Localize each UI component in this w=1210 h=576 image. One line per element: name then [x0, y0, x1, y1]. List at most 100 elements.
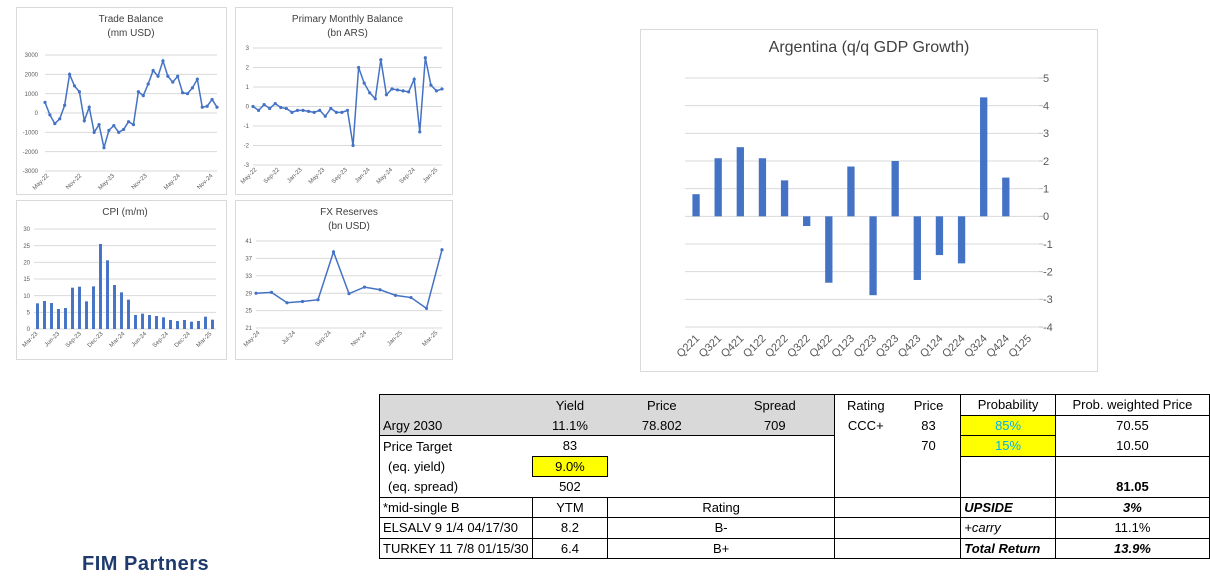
- cell-empty: [607, 435, 716, 456]
- cell-ytm-header: YTM: [531, 496, 608, 518]
- data-point: [185, 92, 190, 96]
- x-tick-label: Nov-22: [65, 173, 83, 191]
- x-tick-label: Q422: [807, 333, 835, 361]
- x-tick-label: Jan-23: [286, 167, 304, 185]
- data-point: [82, 119, 86, 123]
- data-point: [384, 93, 389, 97]
- cell-total-weighted-price: 81.05: [1054, 476, 1210, 497]
- data-point: [407, 90, 411, 94]
- x-tick-label: Mar-25: [196, 331, 214, 349]
- x-tick-label: Q124: [918, 333, 946, 361]
- chart-title: (mm USD): [107, 28, 154, 39]
- data-point: [48, 113, 52, 117]
- cell-price-2: 83: [921, 417, 936, 433]
- cell-prob-weighted-price: 70.55: [1054, 415, 1210, 436]
- y-tick-label: 3000: [25, 53, 39, 59]
- data-point: [362, 81, 366, 85]
- bar: [803, 216, 811, 227]
- cell-spread: 709: [715, 415, 835, 436]
- chart-title: FX Reserves: [320, 207, 378, 218]
- data-point: [205, 104, 209, 108]
- y-tick-label: 25: [23, 244, 30, 250]
- data-point: [312, 110, 316, 114]
- cell-empty: [1054, 455, 1210, 477]
- data-point: [112, 123, 116, 128]
- bar: [43, 301, 46, 329]
- x-tick-label: Sep-24: [399, 167, 417, 185]
- y-tick-label: 30: [23, 227, 30, 233]
- cell-name: ELSALV 9 1/4 04/17/30: [379, 517, 533, 539]
- data-point: [290, 110, 294, 114]
- table-row: (eq. yield) 9.0%: [379, 455, 1210, 477]
- data-point: [107, 128, 111, 132]
- bar: [780, 180, 789, 217]
- y-tick-label: -2: [1043, 267, 1053, 279]
- cell-carry-value: 11.1%: [1054, 517, 1210, 539]
- cell-name: (eq. spread): [379, 476, 533, 497]
- cell-empty: [834, 538, 961, 559]
- table-row: (eq. spread) 502 81.05: [379, 476, 1210, 498]
- x-tick-label: Q424: [984, 333, 1012, 361]
- data-point: [434, 89, 439, 93]
- data-point: [269, 290, 274, 294]
- chart-title: (bn USD): [328, 221, 370, 232]
- header-price-2: Price: [896, 394, 961, 415]
- data-point: [268, 106, 272, 111]
- data-point: [176, 74, 180, 78]
- data-point: [395, 88, 400, 92]
- x-tick-label: Q321: [697, 333, 725, 361]
- trade-balance-chart: Trade Balance (mm USD) 3000 2000 1000 0 -1000 -…: [16, 7, 227, 195]
- data-point: [87, 105, 91, 109]
- data-point: [373, 97, 377, 101]
- cell-empty: [960, 476, 1056, 497]
- data-point: [126, 120, 131, 124]
- y-tick-label: 29: [245, 291, 252, 297]
- header-spread: Spread: [715, 394, 835, 415]
- primary-balance-svg: Primary Monthly Balance (bn ARS) 3 2 1 0 -1 -2 -…: [240, 14, 444, 186]
- data-point: [156, 74, 160, 78]
- data-point: [146, 82, 150, 86]
- y-tick-label: 0: [246, 105, 250, 111]
- data-point: [285, 301, 289, 305]
- y-tick-label: 5: [1043, 73, 1049, 85]
- y-tick-label: 15: [23, 277, 30, 283]
- x-tick-label: Jun-24: [131, 331, 149, 349]
- bar: [197, 321, 200, 329]
- cell-empty: [608, 477, 716, 498]
- x-tick-label: Q324: [962, 333, 990, 361]
- cell-probability: 85%: [960, 414, 1056, 436]
- x-tick-label: Nov-24: [196, 173, 214, 191]
- x-tick-label: Q221: [675, 333, 703, 361]
- bar: [50, 303, 53, 329]
- data-point: [161, 59, 165, 63]
- bar: [1002, 177, 1010, 217]
- bond-valuation-table: Yield Price Spread Rating Price Probabil…: [379, 394, 1210, 559]
- data-point: [424, 306, 429, 311]
- bar: [120, 292, 123, 329]
- x-tick-label: May-23: [308, 167, 327, 186]
- bar: [141, 313, 144, 329]
- x-tick-label: Jul-24: [281, 330, 297, 346]
- bar: [913, 216, 921, 280]
- bar: [204, 316, 207, 329]
- cell-name: TURKEY 11 7/8 01/15/30: [379, 538, 533, 559]
- chart-title: Primary Monthly Balance: [292, 14, 404, 25]
- y-tick-label: -2: [244, 144, 250, 150]
- data-point: [195, 77, 199, 81]
- x-tick-label: Jan-24: [354, 167, 372, 185]
- table-row: ELSALV 9 1/4 04/17/30 8.2 B- +carry 11.1…: [379, 517, 1210, 539]
- bar: [36, 303, 39, 329]
- data-point: [378, 288, 382, 292]
- header-price: Price: [607, 394, 716, 415]
- x-tick-label: Mar-23: [22, 331, 40, 349]
- x-tick-label: May-23: [98, 173, 117, 192]
- cell-empty: [715, 456, 835, 477]
- x-tick-label: May-22: [32, 173, 51, 192]
- bar: [891, 161, 899, 217]
- y-tick-label: 1: [246, 85, 250, 91]
- chart-title: (bn ARS): [327, 28, 368, 39]
- x-tick-label: Mar-24: [109, 331, 127, 349]
- data-point: [440, 248, 444, 252]
- bar: [935, 216, 944, 256]
